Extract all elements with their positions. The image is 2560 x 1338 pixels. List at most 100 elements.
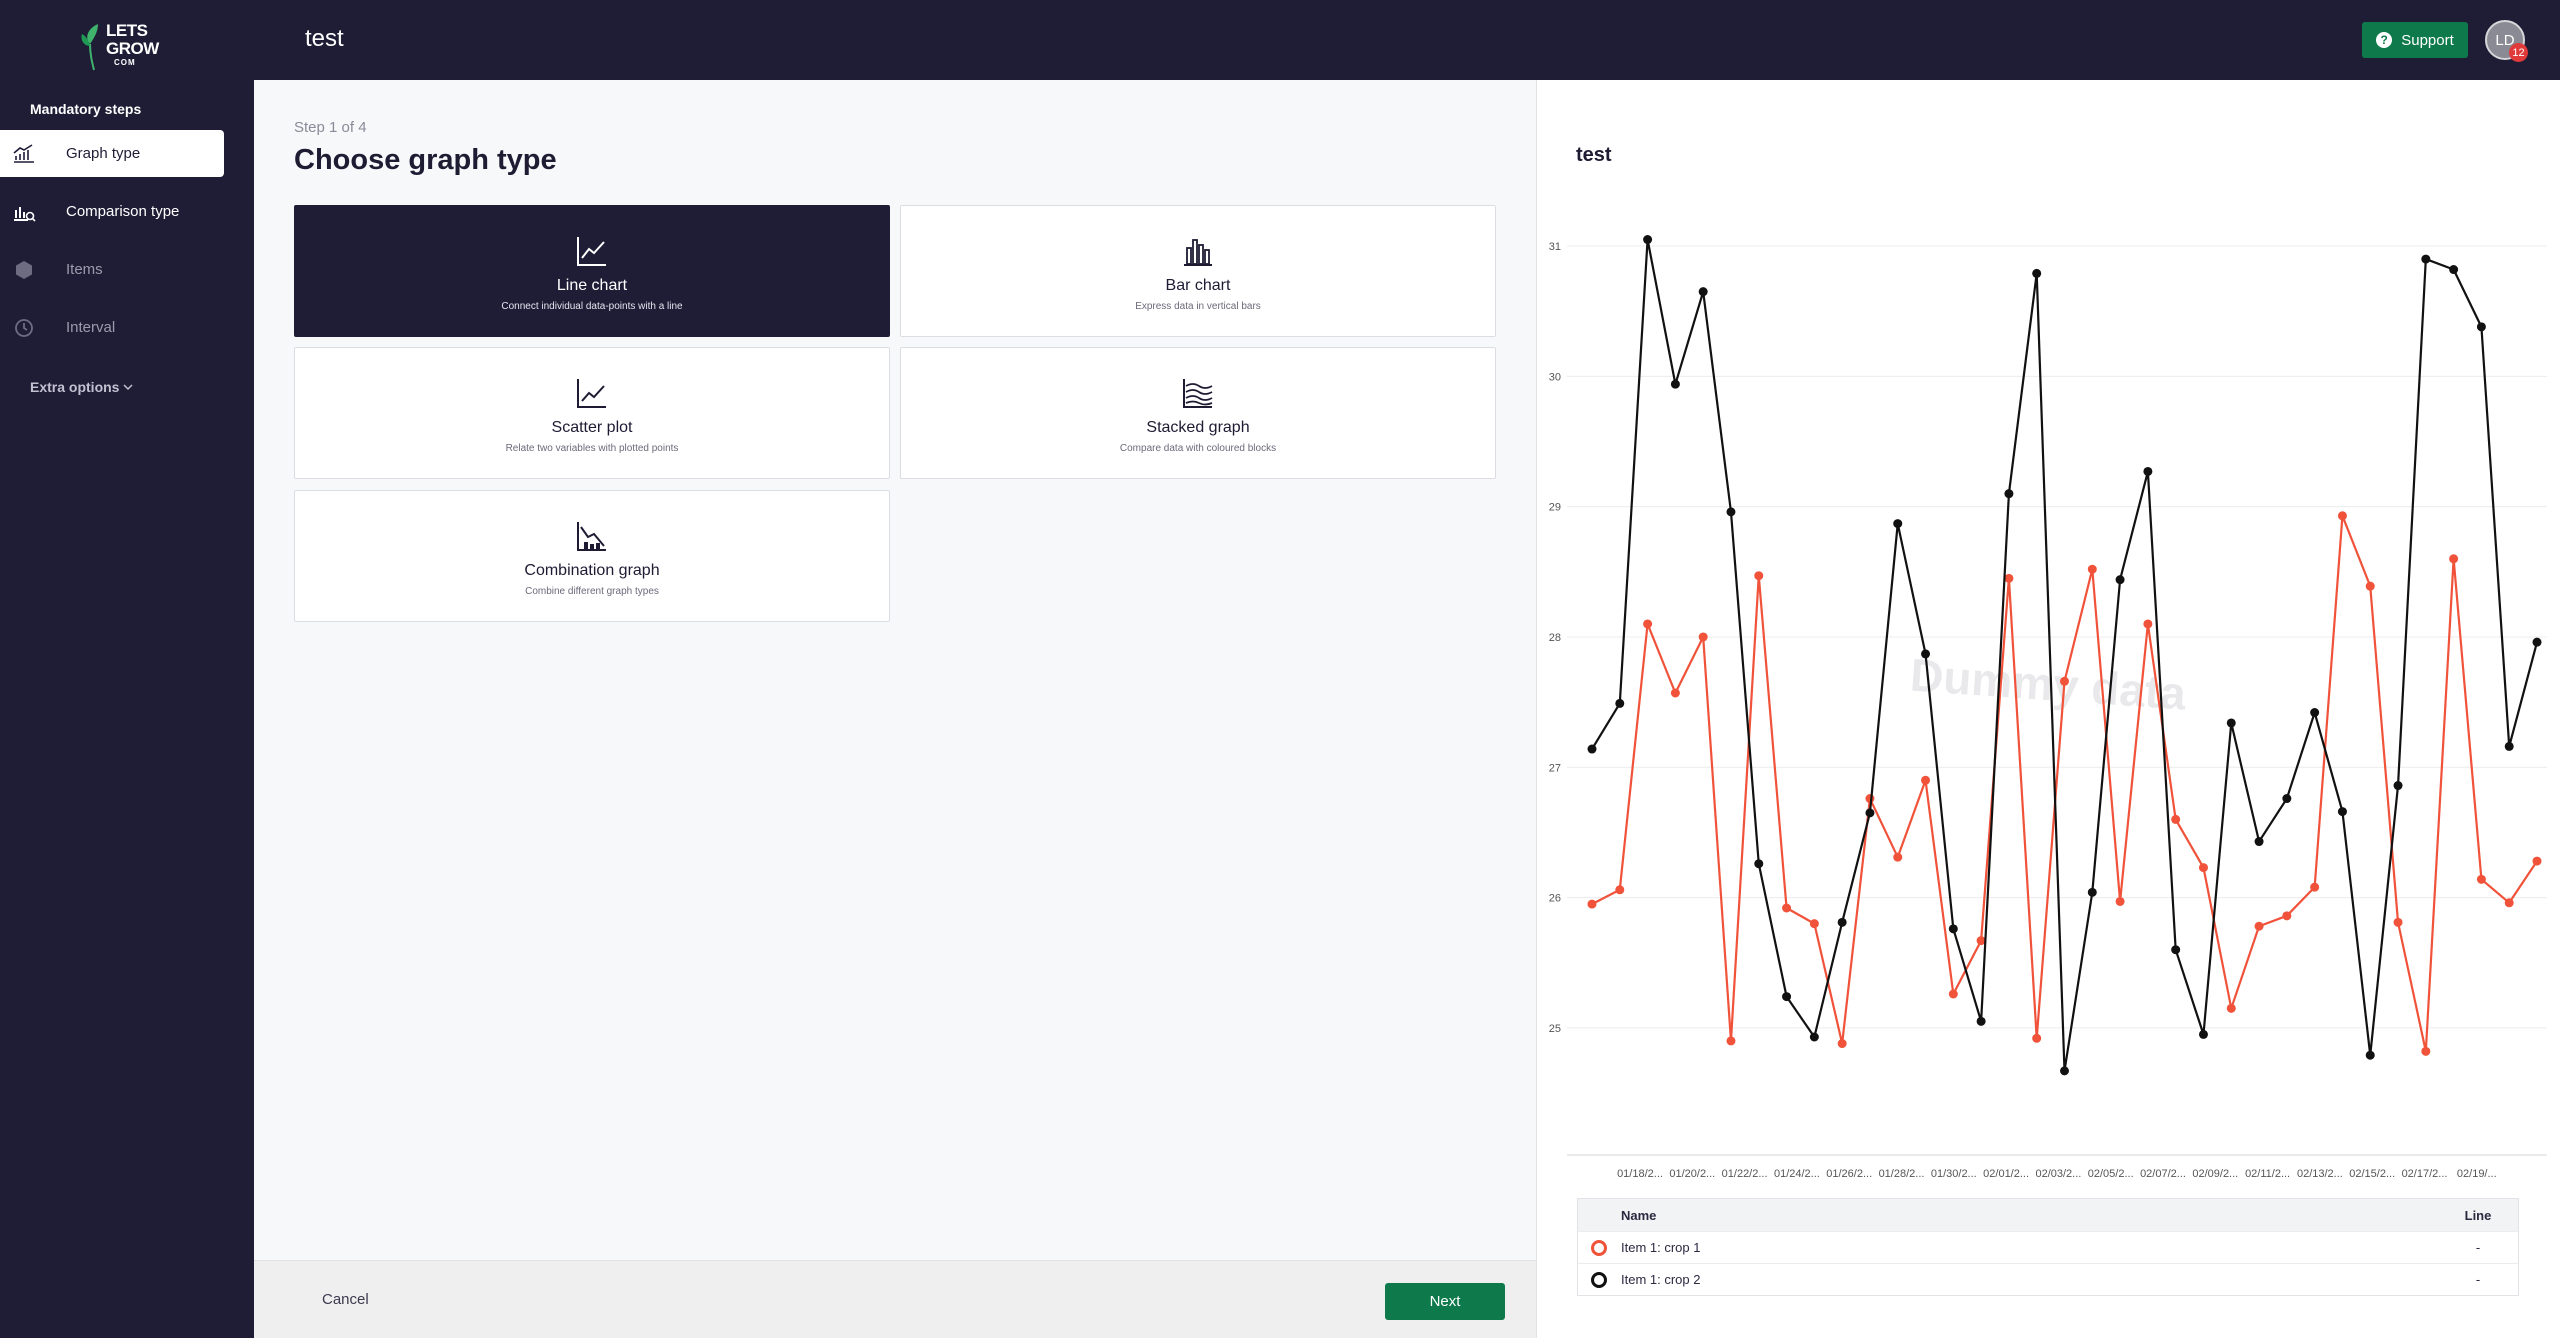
- legend-col-line: Line: [2464, 1207, 2492, 1223]
- legend-series-name: Item 1: crop 1: [1621, 1240, 1701, 1255]
- card-bar-chart[interactable]: Bar chart Express data in vertical bars: [900, 205, 1496, 337]
- logo-text-line2: GROW: [106, 39, 159, 58]
- x-tick-label: 02/13/2...: [2297, 1168, 2343, 1180]
- data-point: [1587, 899, 1597, 909]
- data-point: [2449, 554, 2459, 564]
- legend-col-name: Name: [1621, 1207, 1657, 1223]
- sidebar-item-items[interactable]: Items: [0, 246, 224, 293]
- legend-row[interactable]: Item 1: crop 2 -: [1578, 1263, 2518, 1295]
- x-tick-label: 02/01/2...: [1983, 1168, 2029, 1180]
- sidebar: Mandatory steps Graph type Comparison ty…: [0, 80, 254, 1338]
- x-tick-label: 02/09/2...: [2192, 1168, 2238, 1180]
- card-title: Combination graph: [524, 562, 660, 579]
- y-tick-label: 31: [1549, 241, 1561, 253]
- data-point: [2532, 856, 2542, 866]
- x-tick-label: 01/24/2...: [1774, 1168, 1820, 1180]
- data-point: [1615, 885, 1625, 895]
- avatar-initials: LD: [2495, 31, 2515, 49]
- data-point: [2449, 265, 2459, 275]
- card-scatter-plot[interactable]: Scatter plot Relate two variables with p…: [294, 347, 890, 479]
- data-point: [2282, 911, 2292, 921]
- sidebar-item-label: Comparison type: [66, 203, 180, 220]
- data-point: [2421, 1046, 2431, 1056]
- y-tick-label: 29: [1549, 502, 1561, 514]
- data-point: [1698, 632, 1708, 642]
- user-avatar[interactable]: LD 12: [2485, 20, 2528, 62]
- letsgrow-logo[interactable]: LETS GROW COM: [78, 20, 178, 72]
- stacked-graph-icon: [1183, 379, 1213, 408]
- card-combination-graph[interactable]: Combination graph Combine different grap…: [294, 490, 890, 622]
- data-point: [2004, 489, 2014, 499]
- logo-text-line1: LETS: [106, 21, 148, 40]
- series-color-swatch: [1591, 1271, 1607, 1288]
- sidebar-item-interval[interactable]: Interval: [0, 304, 224, 351]
- graph-preview-panel: test 25 26 27 28 29 30 31 01/18/2... 01/20/2... 0…: [1536, 80, 2560, 1338]
- x-tick-label: 01/26/2...: [1826, 1168, 1872, 1180]
- logo-text-line3: COM: [114, 58, 136, 67]
- data-point: [1921, 649, 1931, 659]
- card-description: Compare data with coloured blocks: [1119, 443, 1277, 454]
- step-indicator: Step 1 of 4: [294, 119, 367, 136]
- data-point: [1726, 507, 1736, 517]
- data-point: [2032, 268, 2042, 278]
- data-point: [2060, 676, 2069, 686]
- next-button[interactable]: Next: [1385, 1283, 1505, 1320]
- support-label: Support: [2401, 31, 2454, 49]
- data-point: [1976, 1016, 1986, 1026]
- data-point: [2226, 1003, 2236, 1013]
- data-point: [2337, 511, 2347, 521]
- sidebar-item-comparison-type[interactable]: Comparison type: [0, 188, 224, 235]
- data-point: [2504, 741, 2514, 751]
- data-point: [1948, 989, 1958, 999]
- y-tick-label: 30: [1549, 371, 1561, 383]
- data-point: [1893, 519, 1903, 529]
- data-point: [1643, 235, 1653, 245]
- data-point: [2421, 254, 2431, 264]
- data-point: [2254, 921, 2264, 931]
- x-tick-label: 02/15/2...: [2349, 1168, 2395, 1180]
- page-title: test: [305, 25, 344, 52]
- data-point: [1921, 775, 1931, 785]
- wizard-footer: Cancel Next: [254, 1260, 1536, 1338]
- card-description: Connect individual data-points with a li…: [501, 301, 683, 312]
- data-point: [2171, 814, 2181, 824]
- data-point: [1670, 688, 1680, 698]
- cancel-button[interactable]: Cancel: [322, 1291, 369, 1308]
- card-line-chart[interactable]: Line chart Connect individual data-point…: [294, 205, 890, 337]
- legend-row[interactable]: Item 1: crop 1 -: [1578, 1231, 2518, 1263]
- dummy-data-watermark: Dummy data: [1909, 648, 2188, 719]
- data-point: [2365, 581, 2375, 591]
- card-title: Bar chart: [1165, 277, 1231, 294]
- scatter-plot-icon: [577, 379, 606, 408]
- leaf-icon: [81, 24, 98, 71]
- support-button[interactable]: ? Support: [2362, 22, 2468, 58]
- data-point: [2060, 1066, 2069, 1076]
- line-chart-icon: [12, 142, 36, 166]
- y-tick-label: 25: [1549, 1023, 1561, 1035]
- series-line: [1591, 238, 2539, 1072]
- y-tick-label: 26: [1549, 893, 1561, 905]
- data-point: [1837, 1039, 1847, 1049]
- bar-chart-icon: [1184, 239, 1212, 266]
- card-stacked-graph[interactable]: Stacked graph Compare data with coloured…: [900, 347, 1496, 479]
- data-point: [1698, 287, 1708, 297]
- data-point: [2143, 466, 2153, 476]
- y-tick-label: 28: [1549, 632, 1561, 644]
- data-point: [1865, 808, 1875, 818]
- x-tick-label: 01/30/2...: [1931, 1168, 1977, 1180]
- card-description: Combine different graph types: [525, 586, 659, 597]
- legend-series-line: -: [2475, 1240, 2481, 1255]
- data-point: [2087, 564, 2097, 574]
- data-point: [1670, 379, 1680, 389]
- card-title: Scatter plot: [551, 419, 633, 436]
- x-tick-label: 02/05/2...: [2088, 1168, 2134, 1180]
- data-point: [2504, 898, 2514, 908]
- comparison-icon: [12, 200, 36, 224]
- data-point: [2532, 637, 2542, 647]
- extra-options-label: Extra options: [30, 379, 120, 395]
- data-point: [1726, 1036, 1736, 1046]
- data-point: [2198, 1029, 2208, 1039]
- extra-options-toggle[interactable]: Extra options: [30, 379, 133, 395]
- card-title: Line chart: [556, 277, 628, 294]
- sidebar-item-graph-type[interactable]: Graph type: [0, 130, 224, 177]
